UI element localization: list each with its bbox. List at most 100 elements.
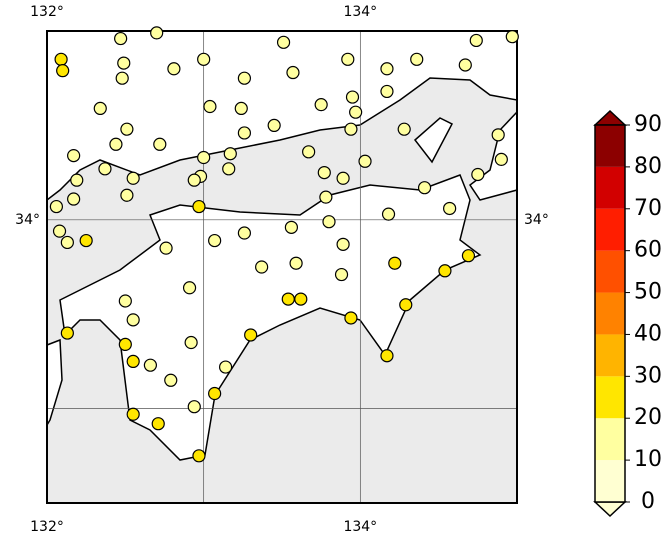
station-point (70, 173, 84, 187)
station-point (159, 241, 173, 255)
station-point (192, 199, 206, 214)
station-point (317, 166, 331, 180)
station-point (319, 190, 333, 204)
station-point (98, 162, 112, 176)
station-point (267, 118, 281, 133)
colorbar-band (595, 418, 625, 461)
axis-labels: 132° 132° 134° 134° 34° 34° (15, 4, 549, 535)
station-point (197, 52, 211, 66)
colorbar-band (595, 334, 625, 377)
station-point (471, 167, 485, 182)
station-point (244, 328, 258, 342)
station-point (302, 145, 316, 159)
x-tick-label: 134° (343, 519, 377, 535)
station-point (381, 207, 396, 221)
y-tick-label: 34° (524, 212, 549, 228)
station-point (49, 199, 64, 214)
colorbar-band (595, 376, 625, 419)
station-point (79, 233, 93, 248)
colorbar: 0 10 20 30 40 50 60 70 80 90 (593, 109, 662, 518)
y-tick-label: 34° (15, 212, 40, 228)
points (49, 26, 519, 463)
station-point (208, 386, 222, 401)
station-point (397, 122, 411, 136)
station-point (461, 249, 476, 263)
colorbar-label: 40 (634, 321, 662, 346)
station-point (284, 220, 298, 234)
station-point (115, 71, 129, 85)
station-point (399, 298, 413, 312)
colorbar-band (595, 250, 625, 293)
station-point (344, 122, 358, 136)
awaji (413, 117, 454, 164)
station-point (237, 226, 251, 240)
station-point (349, 105, 363, 119)
x-tick-label: 132° (30, 4, 64, 20)
station-point (234, 101, 248, 116)
station-point (114, 31, 128, 46)
station-point (187, 400, 201, 414)
station-point (151, 417, 165, 431)
colorbar-label: 10 (634, 447, 662, 472)
colorbar-label: 60 (634, 238, 662, 263)
station-point (458, 58, 472, 72)
frame (46, 30, 518, 504)
station-point (182, 281, 197, 295)
station-point (358, 154, 372, 168)
station-point (93, 101, 107, 116)
colorbar-band (595, 166, 625, 209)
colorbar-extend-low (593, 501, 627, 518)
station-point (276, 35, 291, 49)
station-point (118, 294, 132, 308)
station-point (126, 407, 140, 421)
colorbar-label: 0 (641, 489, 655, 514)
station-point (126, 313, 140, 327)
x-tick-label: 134° (343, 4, 377, 20)
station-point (223, 147, 237, 161)
station-point (60, 235, 74, 250)
station-point (184, 335, 198, 350)
station-point (255, 260, 269, 274)
colorbar-label: 50 (634, 280, 662, 305)
station-point (344, 311, 358, 325)
station-point (380, 62, 394, 76)
colorbar-band (595, 125, 625, 167)
station-point (438, 264, 452, 278)
station-point (294, 292, 308, 306)
station-point (120, 122, 134, 136)
station-point (67, 149, 81, 163)
station-point (380, 349, 394, 363)
station-point (289, 256, 303, 270)
station-point (56, 64, 70, 78)
station-point (164, 373, 178, 387)
station-point (219, 360, 233, 374)
station-point (417, 181, 432, 195)
station-point (341, 52, 355, 66)
colorbar-extend-high (593, 109, 627, 126)
station-point (410, 52, 424, 66)
station-point (443, 201, 457, 216)
station-point (237, 126, 251, 140)
station-point (197, 150, 211, 165)
station-point (491, 128, 505, 142)
station-point (67, 192, 81, 206)
station-point (167, 62, 181, 76)
station-point (126, 354, 140, 368)
station-point (118, 337, 132, 352)
station-point (187, 173, 201, 187)
station-point (345, 90, 360, 104)
x-tick-label: 132° (30, 519, 64, 535)
station-point (126, 171, 140, 185)
station-point (505, 30, 519, 44)
honshu (46, 30, 518, 202)
station-point (52, 224, 67, 238)
station-point (286, 65, 300, 80)
station-point (60, 326, 74, 340)
station-point (494, 152, 508, 166)
colorbar-label: 80 (634, 154, 662, 179)
station-point (388, 256, 402, 270)
station-point (117, 56, 131, 70)
station-point (281, 292, 295, 306)
station-point (203, 99, 217, 114)
